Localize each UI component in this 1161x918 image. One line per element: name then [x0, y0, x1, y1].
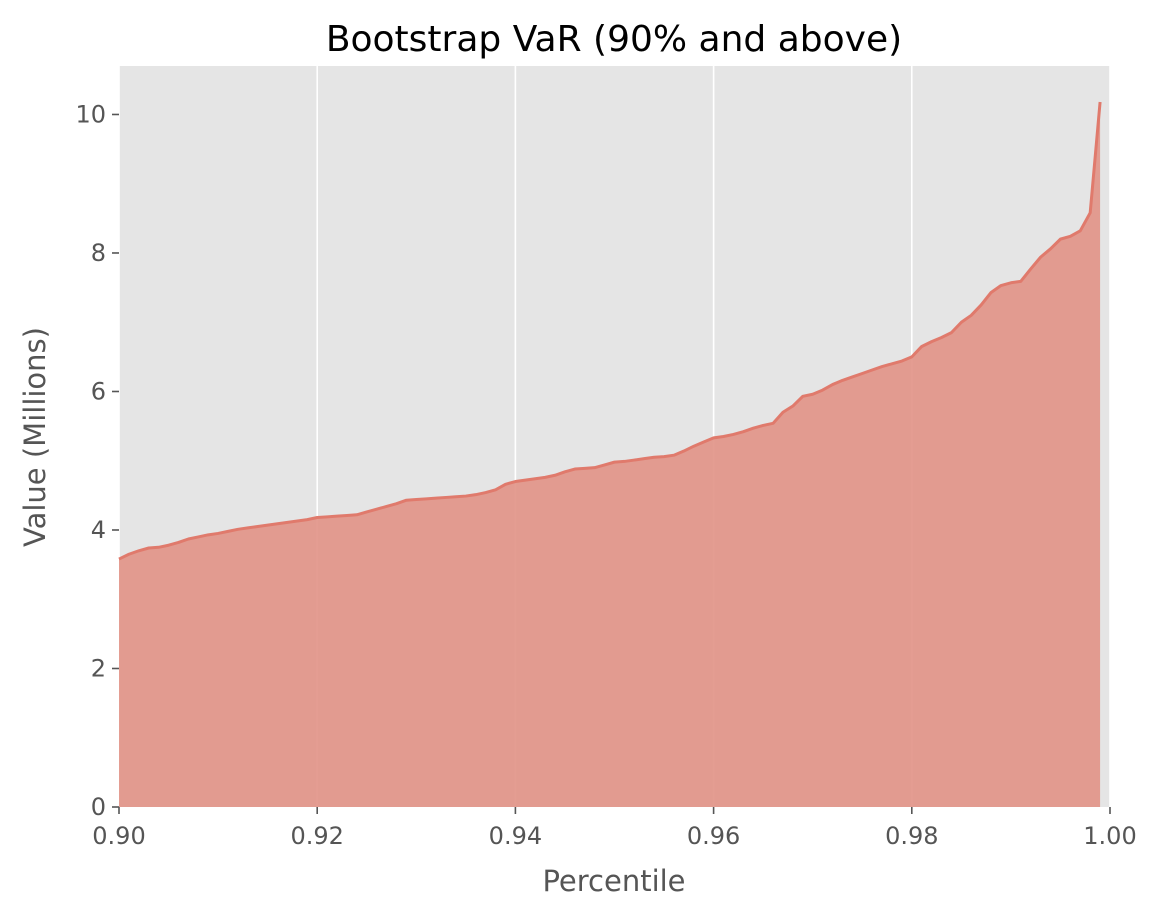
x-axis: 0.90 0.92 0.94 0.96 0.98 1.00 — [92, 807, 1137, 850]
y-tick-label: 10 — [75, 100, 106, 128]
x-tick-label: 0.94 — [489, 822, 542, 850]
y-tick-label: 6 — [91, 377, 106, 405]
y-tick-label: 0 — [91, 793, 106, 821]
x-tick-label: 0.96 — [687, 822, 740, 850]
y-tick-label: 8 — [91, 239, 106, 267]
x-tick-label: 0.92 — [290, 822, 343, 850]
y-axis-label: Value (Millions) — [18, 327, 52, 547]
x-tick-label: 0.98 — [885, 822, 938, 850]
x-tick-label: 1.00 — [1083, 822, 1136, 850]
area-fill — [119, 102, 1101, 807]
chart-title: Bootstrap VaR (90% and above) — [326, 19, 902, 60]
y-axis: 0 2 4 6 8 10 — [75, 100, 119, 821]
y-tick-label: 2 — [91, 654, 106, 682]
x-axis-label: Percentile — [542, 864, 685, 898]
y-tick-label: 4 — [91, 516, 106, 544]
x-tick-label: 0.90 — [92, 822, 145, 850]
series-line — [118, 101, 1102, 561]
